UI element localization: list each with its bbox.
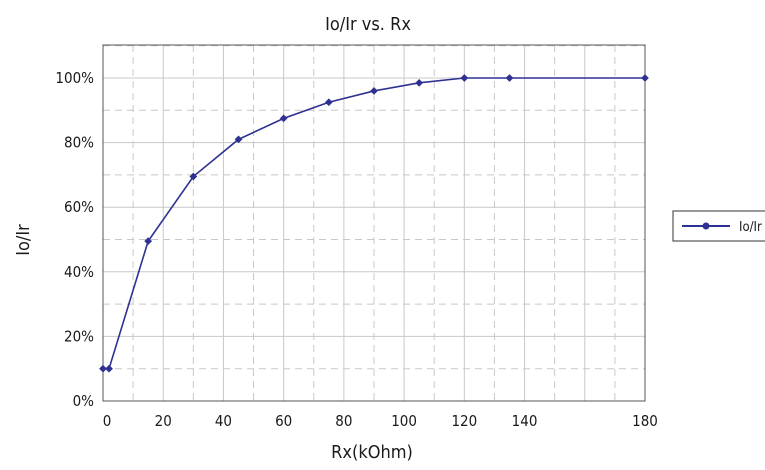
y-tick-label: 80%: [64, 134, 94, 152]
x-tick-label: 140: [512, 412, 538, 430]
data-point: [415, 78, 424, 87]
x-tick-label: 180: [632, 412, 658, 430]
data-point: [234, 135, 243, 144]
x-tick-labels: 0 20 40 60 80 100 120 140 180: [103, 412, 658, 430]
y-tick-label: 100%: [55, 69, 94, 87]
legend-label: Io/Ir: [739, 220, 762, 235]
y-tick-label: 20%: [64, 327, 94, 345]
data-point: [99, 364, 107, 373]
data-point: [460, 74, 469, 82]
legend: Io/Ir: [672, 210, 765, 242]
data-point: [324, 98, 333, 107]
x-tick-label: 40: [215, 412, 232, 430]
chart-title: Io/Ir vs. Rx: [325, 14, 411, 35]
data-point: [144, 237, 153, 246]
x-tick-label: 80: [335, 412, 352, 430]
x-tick-label: 0: [103, 412, 112, 430]
y-axis-title: Io/Ir: [13, 224, 34, 256]
data-point: [370, 86, 378, 95]
data-point: [641, 74, 649, 82]
y-tick-label: 60%: [64, 198, 94, 216]
data-point: [505, 74, 514, 82]
y-tick-labels: 0% 20% 40% 60% 80% 100%: [55, 69, 94, 410]
data-point: [105, 364, 113, 373]
x-tick-label: 60: [275, 412, 292, 430]
series-line: [103, 77, 645, 370]
x-tick-label: 20: [155, 412, 172, 430]
y-tick-label: 0%: [73, 392, 95, 410]
plot-border: [102, 44, 646, 402]
legend-marker-icon: [702, 222, 710, 230]
grid: [103, 45, 645, 401]
x-tick-label: 120: [451, 412, 477, 430]
x-tick-label: 100: [391, 412, 417, 430]
series-group: [99, 74, 649, 373]
x-axis-title: Rx(kOhm): [331, 442, 413, 463]
data-point: [279, 114, 288, 123]
data-point: [189, 172, 198, 181]
y-tick-label: 40%: [64, 263, 94, 281]
